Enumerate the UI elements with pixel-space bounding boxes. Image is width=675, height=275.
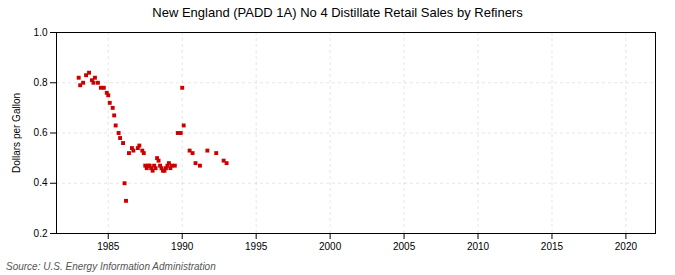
svg-text:0.6: 0.6 bbox=[34, 127, 48, 138]
svg-text:2010: 2010 bbox=[467, 241, 490, 252]
svg-text:0.4: 0.4 bbox=[34, 177, 48, 188]
html-text:Source: U.S. Energy Informatio: Source: U.S. Energy Information Administ… bbox=[6, 261, 216, 272]
svg-text:1.0: 1.0 bbox=[34, 27, 48, 38]
svg-text:0.2: 0.2 bbox=[34, 228, 48, 239]
svg-text:Dollars per Gallon: Dollars per Gallon bbox=[11, 93, 22, 173]
html-text:New England (PADD 1A) No 4 Dis: New England (PADD 1A) No 4 Distillate Re… bbox=[152, 5, 523, 20]
svg-text:1995: 1995 bbox=[245, 241, 268, 252]
svg-text:2000: 2000 bbox=[319, 241, 342, 252]
svg-text:0.8: 0.8 bbox=[34, 77, 48, 88]
svg-text:2015: 2015 bbox=[541, 241, 564, 252]
svg-text:1985: 1985 bbox=[97, 241, 120, 252]
svg-text:2005: 2005 bbox=[393, 241, 416, 252]
svg-text:2020: 2020 bbox=[615, 241, 638, 252]
svg-text:1990: 1990 bbox=[171, 241, 194, 252]
